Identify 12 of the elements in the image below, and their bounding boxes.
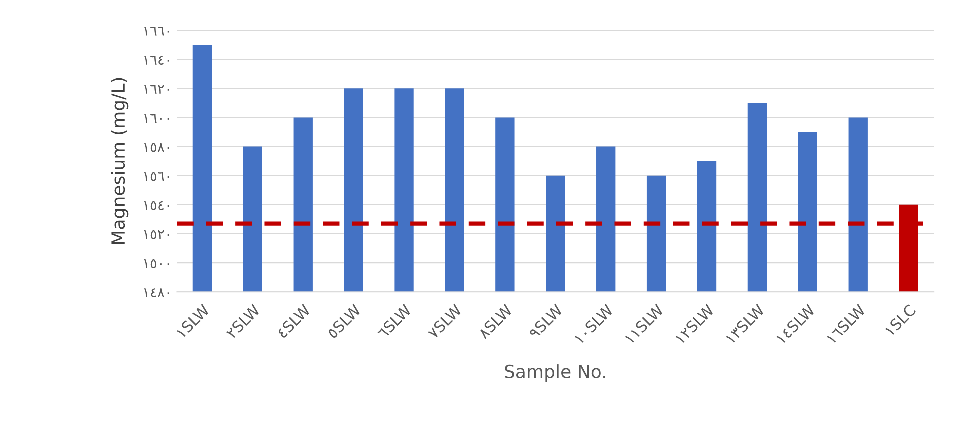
y-axis-title: Magnesium (mg/L) [111,78,129,244]
y-tick-label: ١٥٦٠ [144,172,170,182]
y-tick-label: ١٦٠٠ [144,114,170,123]
y-tick-label: ١٥٨٠ [144,143,170,152]
y-tick-label: ١٥٠٠ [144,259,170,268]
y-tick-label: ١٥٤٠ [144,201,170,210]
y-tick-label: ١٦٦٠ [144,26,170,36]
x-axis-title: Sample No. [505,364,606,382]
y-tick-label: ١٦٤٠ [144,56,170,65]
y-tick-label: ١٥٢٠ [144,230,170,240]
y-tick-label: ١٤٨٠ [144,288,170,298]
y-tick-label: ١٦٢٠ [144,85,170,94]
